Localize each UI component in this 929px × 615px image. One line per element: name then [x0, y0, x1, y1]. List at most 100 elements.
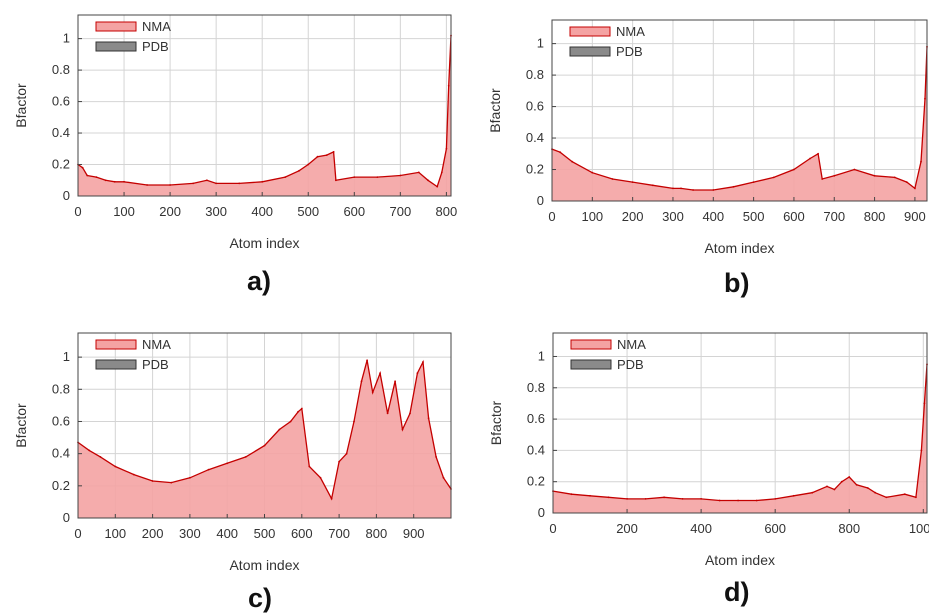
- y-tick-label: 0.4: [526, 130, 544, 145]
- x-tick-label: 400: [690, 521, 712, 536]
- y-tick-label: 1: [537, 36, 544, 51]
- chart-panel-c: 0 100 200 300 400 500 600 700 800 900 0 0.2 0.4 0.6 0.…: [13, 332, 452, 573]
- plot-frame-d: [552, 332, 928, 514]
- data-point-nma: [905, 181, 908, 184]
- data-point-nma: [99, 456, 102, 458]
- data-point-nma: [681, 498, 684, 500]
- data-point-nma: [360, 380, 363, 383]
- data-point-nma: [920, 449, 923, 452]
- x-tick-label: 900: [403, 526, 425, 541]
- data-point-nma: [923, 402, 926, 405]
- data-point-nma: [885, 496, 888, 499]
- data-point-nma: [95, 176, 98, 179]
- data-point-nma: [840, 480, 843, 483]
- legend-swatch-nma: [570, 339, 612, 350]
- data-point-nma: [427, 417, 430, 420]
- data-point-nma: [680, 187, 682, 190]
- series-area-nma: [78, 35, 451, 196]
- data-point-nma: [325, 154, 328, 157]
- data-point-nma: [123, 180, 125, 183]
- x-tick-label: 800: [838, 521, 860, 536]
- data-point-nma: [104, 179, 107, 182]
- legend-label-nma: NMA: [142, 337, 171, 352]
- x-tick-label: 200: [159, 204, 181, 219]
- data-point-nma: [663, 496, 665, 499]
- data-point-nma: [297, 410, 299, 413]
- data-point-nma: [737, 499, 739, 502]
- data-point-nma: [607, 496, 610, 499]
- data-point-nma: [732, 185, 735, 188]
- y-tick-label: 0.6: [52, 94, 70, 109]
- y-tick-label: 1: [63, 31, 70, 46]
- legend-swatch-pdb: [570, 359, 612, 370]
- data-point-nma: [226, 462, 229, 465]
- y-tick-label: 0.6: [52, 413, 70, 428]
- data-point-nma: [353, 176, 356, 179]
- x-tick-label: 100: [113, 204, 135, 219]
- data-point-nma: [611, 178, 614, 180]
- data-point-nma: [445, 147, 448, 150]
- data-point-nma: [718, 499, 721, 502]
- x-axis-label: Atom index: [705, 552, 775, 568]
- data-point-nma: [86, 174, 89, 177]
- legend-label-nma: NMA: [616, 24, 645, 39]
- data-point-nma: [442, 476, 445, 479]
- x-axis-label: Atom index: [229, 557, 299, 573]
- legend-swatch-nma: [95, 21, 137, 32]
- data-point-nma: [300, 407, 303, 410]
- data-point-nma: [874, 491, 877, 494]
- data-point-nma: [700, 498, 702, 500]
- data-point-nma: [855, 483, 858, 486]
- data-point-nma: [821, 178, 824, 180]
- x-tick-label: 700: [823, 209, 845, 224]
- data-point-nma: [394, 380, 396, 383]
- x-tick-label: 900: [904, 209, 926, 224]
- data-point-nma: [422, 361, 424, 363]
- data-point-nma: [792, 494, 795, 497]
- x-tick-label: 200: [616, 521, 638, 536]
- series-line-nma: [552, 364, 928, 502]
- data-point-nma: [353, 420, 355, 423]
- legend-swatch-nma: [95, 339, 137, 350]
- y-tick-label: 0: [63, 188, 70, 203]
- data-point-nma: [298, 169, 300, 172]
- data-point-nma: [809, 157, 811, 160]
- x-tick-label: 300: [662, 209, 684, 224]
- data-point-nma: [335, 179, 337, 182]
- y-tick-label: 0: [538, 505, 545, 520]
- data-point-nma: [307, 163, 310, 166]
- data-point-nma: [571, 160, 574, 163]
- x-tick-label: 600: [764, 521, 786, 536]
- y-tick-label: 0.2: [527, 474, 545, 489]
- data-point-nma: [570, 493, 573, 496]
- data-point-nma: [284, 176, 287, 179]
- y-axis-label: Bfactor: [13, 403, 29, 448]
- data-point-nma: [81, 166, 84, 169]
- data-point-nma: [319, 476, 322, 479]
- legend-label-pdb: PDB: [616, 44, 643, 59]
- y-tick-label: 0.8: [52, 62, 70, 77]
- x-tick-label: 400: [702, 209, 724, 224]
- data-point-nma: [366, 359, 368, 362]
- data-point-nma: [192, 182, 195, 185]
- panel-label-c: c): [248, 583, 273, 613]
- y-axis-label: Bfactor: [488, 400, 504, 445]
- data-point-nma: [133, 473, 135, 476]
- legend-swatch-pdb: [95, 41, 137, 52]
- chart-panel-b: 0 100 200 300 400 500 600 700 800 900 0 0.2 0.4 0.6 0.…: [487, 19, 928, 256]
- data-point-nma: [848, 476, 851, 478]
- data-point-nma: [170, 481, 173, 484]
- y-axis-label: Bfactor: [13, 83, 29, 128]
- y-tick-label: 0.2: [52, 157, 70, 172]
- data-point-nma: [330, 497, 333, 500]
- data-point-nma: [833, 174, 836, 177]
- y-tick-label: 0.4: [52, 125, 70, 140]
- x-tick-label: 700: [389, 204, 411, 219]
- data-point-nma: [207, 468, 210, 471]
- data-point-nma: [914, 187, 916, 190]
- data-point-nma: [114, 465, 117, 468]
- data-point-nma: [772, 176, 775, 179]
- y-tick-label: 0.4: [52, 446, 70, 461]
- data-point-nma: [692, 189, 694, 191]
